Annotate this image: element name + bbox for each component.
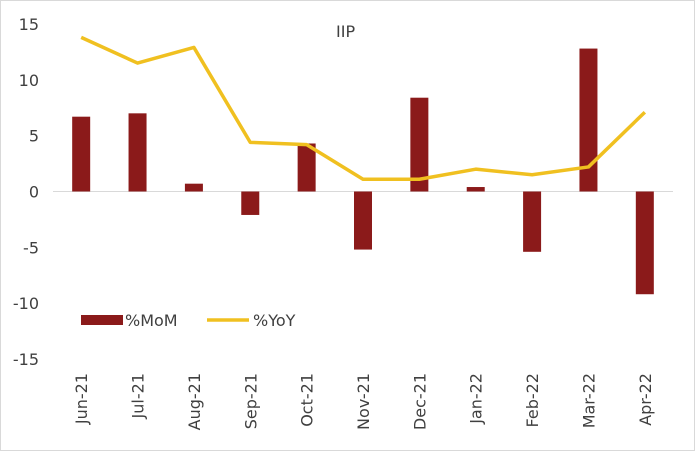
mom-bar [72, 116, 91, 192]
legend-yoy-label: %YoY [253, 311, 296, 330]
mom-bar [354, 191, 372, 250]
x-tick-label: Jan-22 [467, 373, 486, 425]
mom-bar [466, 187, 485, 192]
x-tick-label: Oct-21 [298, 373, 317, 427]
x-tick-label: Nov-21 [354, 373, 373, 430]
x-tick-label: Dec-21 [410, 373, 429, 430]
mom-bar [523, 191, 542, 252]
y-tick-label: 15 [19, 15, 39, 34]
yoy-line [80, 35, 647, 181]
legend-mom-label: %MoM [125, 311, 178, 330]
mom-bars [72, 48, 654, 295]
x-tick-label: Apr-22 [636, 373, 655, 426]
mom-bar [635, 191, 654, 295]
y-tick-label: -15 [13, 350, 39, 369]
mom-bar [579, 48, 598, 192]
chart-title: IIP [336, 22, 355, 41]
x-axis-ticks: Jun-21 Jul-21 Aug-21 Sep-21 Oct-21 Nov-21 Dec-… [72, 373, 655, 430]
y-tick-label: -5 [23, 238, 39, 257]
mom-bar [241, 191, 260, 215]
x-tick-label: Feb-22 [523, 373, 542, 427]
legend-mom-swatch [81, 315, 123, 325]
mom-bar [128, 113, 147, 192]
y-tick-label: 10 [19, 71, 39, 90]
mom-bar [184, 183, 203, 192]
mom-bar [297, 143, 316, 192]
y-tick-label: 0 [29, 183, 39, 202]
x-tick-label: Jun-21 [72, 373, 91, 425]
y-axis-ticks: 15 10 5 0 -5 -10 -15 [13, 15, 39, 369]
mom-bar [410, 97, 429, 192]
legend: %MoM %YoY [81, 311, 296, 330]
y-tick-label: -10 [13, 294, 39, 313]
x-tick-label: Sep-21 [241, 373, 260, 429]
x-tick-label: Mar-22 [579, 373, 598, 428]
x-tick-label: Jul-21 [129, 373, 148, 419]
y-tick-label: 5 [29, 127, 39, 146]
x-tick-label: Aug-21 [185, 373, 204, 430]
